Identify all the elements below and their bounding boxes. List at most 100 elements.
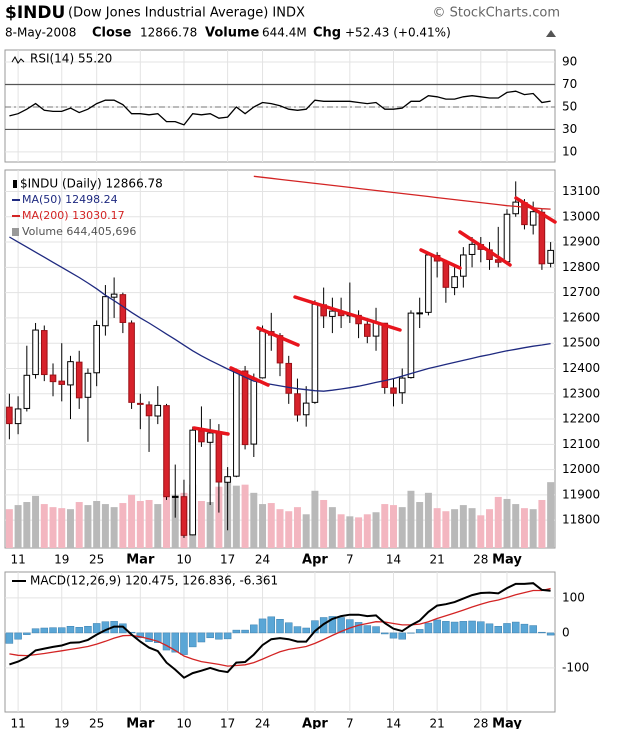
histogram-bar xyxy=(486,624,493,633)
histogram-bar xyxy=(6,633,13,644)
volume-bar xyxy=(50,507,57,548)
y-tick-label: 90 xyxy=(562,55,577,69)
candle-body xyxy=(207,433,213,442)
x-tick-label: Apr xyxy=(302,717,328,730)
histogram-bar xyxy=(477,622,484,633)
volume-bar xyxy=(268,503,275,548)
volume-bar xyxy=(128,495,135,548)
volume-bar xyxy=(399,507,406,548)
candle-body xyxy=(103,297,109,326)
x-tick-label: 28 xyxy=(473,553,488,567)
histogram-bar xyxy=(58,628,65,633)
y-tick-label: 12500 xyxy=(562,336,600,350)
candle-body xyxy=(225,477,231,483)
x-tick-label: 19 xyxy=(54,553,69,567)
x-tick-label: 11 xyxy=(10,553,25,567)
volume-bar xyxy=(250,493,257,548)
volume-bar xyxy=(495,497,502,548)
index-name: (Dow Jones Industrial Average) INDX xyxy=(68,6,305,21)
legend-icon xyxy=(13,180,17,188)
candle-body xyxy=(504,214,510,262)
volume-bar xyxy=(538,500,545,548)
date: 8-May-2008 xyxy=(5,26,76,40)
y-tick-label: 12900 xyxy=(562,235,600,249)
candle-body xyxy=(7,407,13,423)
volume-bar xyxy=(294,507,301,548)
x-tick-label: 19 xyxy=(54,717,69,730)
x-tick-label: 28 xyxy=(473,717,488,730)
y-tick-label: 12000 xyxy=(562,462,600,476)
volume-bar xyxy=(84,505,91,548)
volume-bar xyxy=(442,511,449,548)
histogram-bar xyxy=(242,630,249,633)
x-tick-label: 24 xyxy=(255,553,270,567)
close-label: Close xyxy=(92,26,132,41)
x-tick-label: 21 xyxy=(430,717,445,730)
volume-bar xyxy=(259,504,266,548)
x-tick-label: 7 xyxy=(346,553,354,567)
volume-bar xyxy=(102,504,109,548)
y-tick-label: 11900 xyxy=(562,487,600,501)
histogram-bar xyxy=(425,623,432,633)
x-tick-label: 14 xyxy=(386,553,401,567)
x-tick-label: 17 xyxy=(220,717,235,730)
legend-label: MACD(12,26,9) 120.475, 126.836, -6.361 xyxy=(30,574,278,588)
volume-bar xyxy=(198,501,205,548)
x-tick-label: 21 xyxy=(430,553,445,567)
y-tick-label: 12600 xyxy=(562,310,600,324)
candle-body xyxy=(242,371,248,445)
volume-bar xyxy=(530,509,537,548)
y-tick-label: 30 xyxy=(562,122,577,136)
histogram-bar xyxy=(460,621,467,633)
histogram-bar xyxy=(233,630,240,633)
histogram-bar xyxy=(285,623,292,633)
candle-body xyxy=(469,244,475,254)
volume-bar xyxy=(320,500,327,548)
y-tick-label: 12800 xyxy=(562,260,600,274)
volume-bar xyxy=(503,499,510,548)
histogram-bar xyxy=(41,628,48,633)
volume-label: Volume xyxy=(205,26,260,41)
histogram-bar xyxy=(32,629,39,633)
candle-body xyxy=(146,405,152,416)
volume-bar xyxy=(303,514,310,548)
histogram-bar xyxy=(15,633,22,639)
volume-bar xyxy=(451,509,458,548)
legend-icon xyxy=(12,228,19,236)
y-tick-label: 100 xyxy=(562,590,585,604)
histogram-bar xyxy=(495,626,502,633)
volume-bar xyxy=(285,511,292,548)
x-tick-label: 24 xyxy=(255,717,270,730)
volume-bar xyxy=(338,514,345,548)
y-tick-label: 50 xyxy=(562,99,577,113)
candle-body xyxy=(513,202,519,214)
histogram-bar xyxy=(469,621,476,633)
histogram-bar xyxy=(23,633,30,635)
volume-bar xyxy=(119,503,126,548)
histogram-bar xyxy=(538,632,545,633)
volume-bar xyxy=(15,505,22,548)
candle-body xyxy=(461,255,467,276)
candle-body xyxy=(303,403,309,415)
volume-bar xyxy=(460,505,467,548)
volume-bar xyxy=(434,508,441,548)
candle-body xyxy=(59,381,65,384)
candle-body xyxy=(33,330,39,375)
candle-body xyxy=(408,313,414,377)
volume-bar xyxy=(381,504,388,548)
candle-body xyxy=(260,331,266,378)
histogram-bar xyxy=(390,633,397,638)
candle-body xyxy=(548,250,554,263)
volume-bar xyxy=(477,515,484,548)
histogram-bar xyxy=(93,623,100,632)
y-tick-label: 12700 xyxy=(562,285,600,299)
histogram-bar xyxy=(381,633,388,634)
candle-body xyxy=(76,362,82,398)
x-tick-label: 7 xyxy=(346,717,354,730)
histogram-bar xyxy=(84,626,91,633)
histogram-bar xyxy=(547,633,554,635)
candle-body xyxy=(443,262,449,288)
legend-label: $INDU (Daily) 12866.78 xyxy=(20,177,163,191)
histogram-bar xyxy=(451,622,458,633)
volume-bar xyxy=(233,486,240,548)
